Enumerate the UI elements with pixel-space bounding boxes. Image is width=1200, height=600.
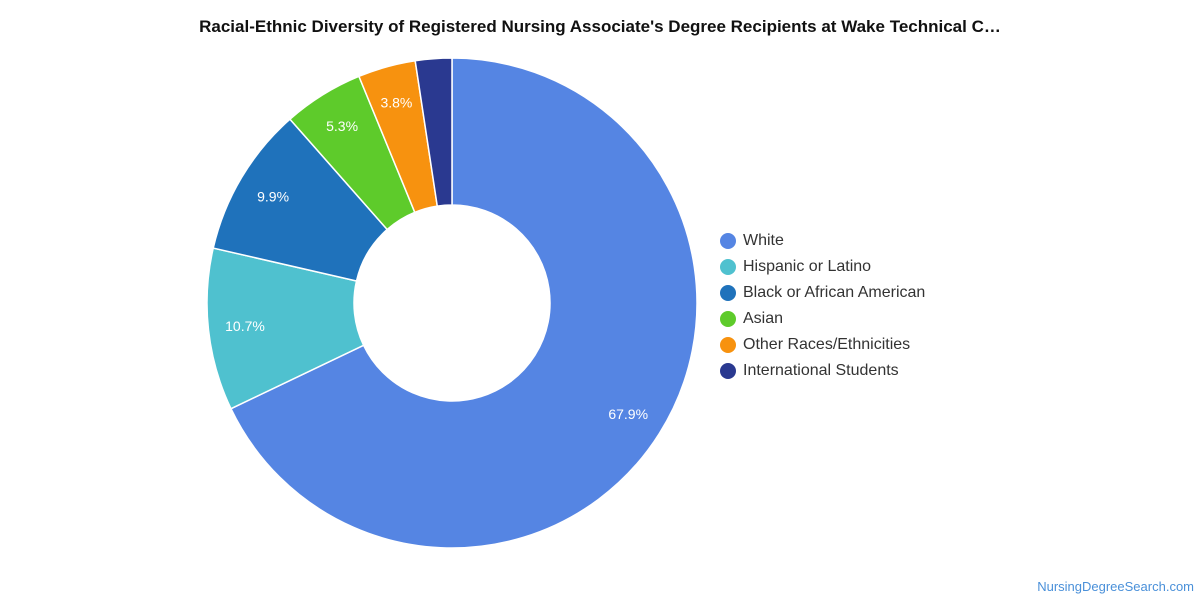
legend-swatch <box>720 311 736 327</box>
legend-item-hispanic-or-latino[interactable]: Hispanic or Latino <box>720 254 925 280</box>
slice-international-students[interactable] <box>414 57 453 207</box>
slice-hispanic-or-latino[interactable] <box>206 247 365 410</box>
legend-item-asian[interactable]: Asian <box>720 306 925 332</box>
chart-legend: White Hispanic or Latino Black or African … <box>720 228 925 384</box>
legend-label: Black or African American <box>743 284 926 301</box>
legend-swatch <box>720 337 736 353</box>
legend-item-international-students[interactable]: International Students <box>720 358 925 384</box>
legend-swatch <box>720 233 736 249</box>
legend-swatch <box>720 363 736 379</box>
legend-item-white[interactable]: White <box>720 228 925 254</box>
legend-item-black-or-african-american[interactable]: Black or African American <box>720 280 925 306</box>
slice-label-hispanic-or-latino: 10.7% <box>225 318 265 334</box>
legend-label: White <box>743 232 784 249</box>
site-credit[interactable]: NursingDegreeSearch.com <box>1037 579 1194 594</box>
legend-label: International Students <box>743 362 899 379</box>
legend-label: Hispanic or Latino <box>743 258 872 275</box>
slice-label-white: 67.9% <box>608 406 648 422</box>
legend-swatch <box>720 259 736 275</box>
legend-label: Other Races/Ethnicities <box>743 336 911 353</box>
legend-label: Asian <box>743 310 784 327</box>
slice-label-black-or-african-american: 9.9% <box>257 188 289 204</box>
legend-swatch <box>720 285 736 301</box>
slice-label-asian: 5.3% <box>326 118 358 134</box>
chart-title: Racial-Ethnic Diversity of Registered Nu… <box>199 17 1001 36</box>
slice-label-other-races-ethnicities: 3.8% <box>380 94 412 110</box>
legend-item-other-races-ethnicities[interactable]: Other Races/Ethnicities <box>720 332 925 358</box>
slice-white[interactable] <box>229 57 698 549</box>
